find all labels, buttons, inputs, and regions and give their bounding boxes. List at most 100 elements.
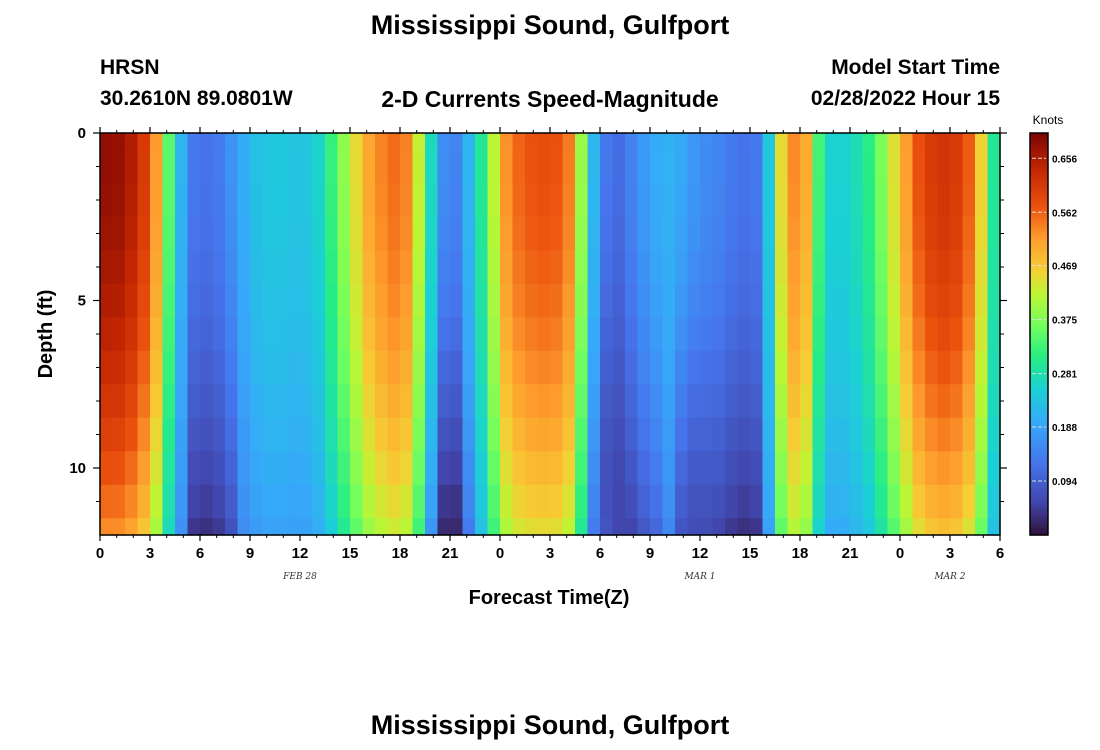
heatmap-cell [150, 183, 164, 218]
chart-title: Mississippi Sound, Gulfport [370, 10, 730, 40]
heatmap-cell [400, 250, 414, 285]
heatmap-cell [225, 317, 239, 352]
heatmap-cell [537, 484, 551, 519]
heatmap-cell [737, 317, 751, 352]
heatmap-cell [450, 149, 464, 184]
heatmap-cell [537, 350, 551, 385]
colorbar-segment [1030, 143, 1048, 147]
heatmap-cell [750, 451, 764, 486]
heatmap-cell [750, 216, 764, 251]
heatmap-cell [712, 250, 726, 285]
heatmap-cell [200, 484, 214, 519]
heatmap-cell [550, 216, 564, 251]
heatmap-cell [287, 317, 301, 352]
colorbar-segment [1030, 236, 1048, 241]
heatmap-cell [700, 518, 714, 536]
heatmap-cell [275, 417, 289, 452]
heatmap-cell [500, 384, 514, 419]
heatmap-cell [475, 149, 489, 184]
heatmap-cell [437, 417, 451, 452]
heatmap-cell [450, 384, 464, 419]
heatmap-cell [612, 317, 626, 352]
heatmap-cell [500, 216, 514, 251]
heatmap-cell [462, 518, 476, 536]
heatmap-cell [237, 484, 251, 519]
colorbar-segment [1030, 233, 1048, 238]
heatmap-cell [975, 250, 989, 285]
heatmap-cell [537, 250, 551, 285]
heatmap-cell [712, 317, 726, 352]
heatmap-cell [687, 451, 701, 486]
heatmap-cell [962, 484, 976, 519]
heatmap-cell [262, 484, 276, 519]
x-tick-label: 12 [692, 545, 709, 562]
heatmap-cell [412, 484, 426, 519]
heatmap-cell [775, 149, 789, 184]
heatmap-cell [487, 518, 501, 536]
heatmap-cell [362, 384, 376, 419]
colorbar-segment [1030, 484, 1048, 489]
heatmap-cell [187, 451, 201, 486]
heatmap-cell [325, 484, 339, 519]
heatmap-cell [175, 149, 189, 184]
heatmap-cell [562, 417, 576, 452]
colorbar: 0.094 0.188 0.281 0.375 0.469 0.562 0.656 [1029, 132, 1077, 536]
heatmap-cell [712, 518, 726, 536]
colorbar-segment [1030, 327, 1048, 332]
heatmap-cell [250, 250, 264, 285]
heatmap-cell [512, 283, 526, 318]
heatmap-cell [387, 350, 401, 385]
heatmap-cell [212, 417, 226, 452]
heatmap-cell [100, 216, 114, 251]
heatmap-cell [250, 451, 264, 486]
heatmap-cell [925, 518, 939, 536]
colorbar-segment [1030, 508, 1048, 513]
heatmap-cell [487, 384, 501, 419]
heatmap-cell [450, 518, 464, 536]
heatmap-cell [825, 317, 839, 352]
heatmap-cell [337, 216, 351, 251]
colorbar-segment [1030, 421, 1048, 426]
heatmap-cell [237, 250, 251, 285]
colorbar-segment [1030, 307, 1048, 312]
heatmap-cell [175, 133, 189, 151]
heatmap-cell [275, 216, 289, 251]
heatmap-cell [250, 350, 264, 385]
heatmap-cell [225, 133, 239, 151]
heatmap-cell [487, 451, 501, 486]
heatmap-cell [137, 484, 151, 519]
colorbar-segment [1030, 330, 1048, 335]
heatmap-cell [687, 384, 701, 419]
heatmap-cell [125, 283, 139, 318]
heatmap-cell [775, 216, 789, 251]
colorbar-segment [1030, 169, 1048, 174]
heatmap-cell [800, 451, 814, 486]
heatmap-cell [937, 216, 951, 251]
colorbar-segment [1030, 223, 1048, 228]
heatmap-cell [800, 183, 814, 218]
heatmap-cell [350, 216, 364, 251]
heatmap-cell [412, 149, 426, 184]
heatmap-cell [975, 216, 989, 251]
heatmap-cell [150, 283, 164, 318]
heatmap-cell [675, 133, 689, 151]
colorbar-segment [1030, 521, 1048, 526]
heatmap-cell [512, 417, 526, 452]
heatmap-cell [162, 417, 176, 452]
heatmap-cell [600, 250, 614, 285]
heatmap-cell [325, 384, 339, 419]
colorbar-segment [1030, 186, 1048, 191]
heatmap-cell [387, 518, 401, 536]
heatmap-cell [775, 350, 789, 385]
heatmap-cell [612, 518, 626, 536]
heatmap-cell [187, 350, 201, 385]
colorbar-segment [1030, 444, 1048, 449]
heatmap-cells [100, 133, 1001, 536]
heatmap-cell [550, 133, 564, 151]
heatmap-cell [112, 350, 126, 385]
heatmap-cell [862, 133, 876, 151]
heatmap-cell [150, 484, 164, 519]
heatmap-cell [887, 183, 901, 218]
heatmap-cell [450, 133, 464, 151]
heatmap-cell [362, 216, 376, 251]
